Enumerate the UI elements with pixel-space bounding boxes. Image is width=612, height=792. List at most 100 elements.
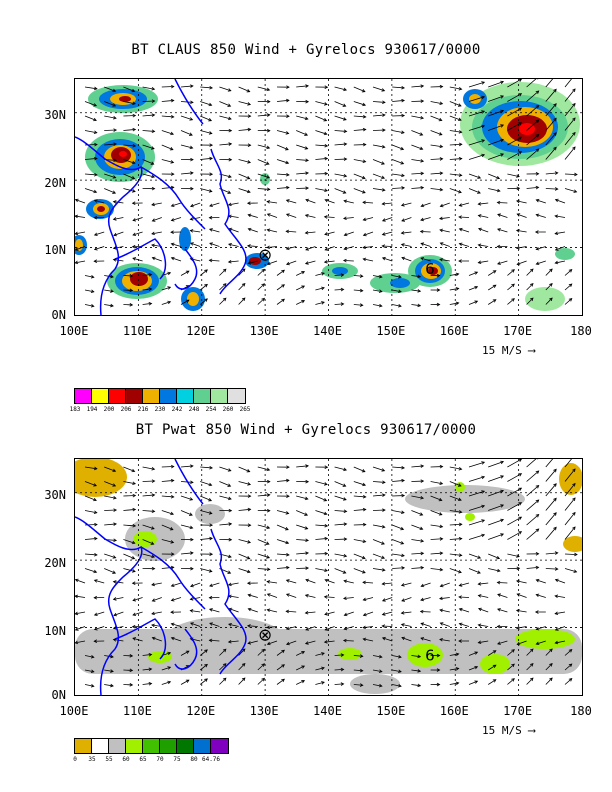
wind-arrow-head xyxy=(362,200,366,205)
wind-arrow-head xyxy=(189,117,194,121)
wind-arrow-head xyxy=(419,526,424,531)
wind-arrow xyxy=(219,648,227,656)
wind-arrow xyxy=(152,597,162,602)
wind-arrow-head xyxy=(417,654,422,659)
wind-arrow-head xyxy=(497,641,501,645)
wind-arrow xyxy=(315,272,325,276)
wind-arrow xyxy=(334,553,347,557)
wind-arrow-head xyxy=(281,678,285,683)
wind-arrow xyxy=(152,217,162,222)
wind-arrow xyxy=(151,231,162,235)
wind-arrow xyxy=(430,552,443,555)
wind-arrow-head xyxy=(94,142,98,147)
wind-arrow-head xyxy=(361,555,366,560)
wind-arrow xyxy=(468,125,485,131)
wind-arrow xyxy=(315,568,328,572)
wind-arrow-head xyxy=(535,513,540,518)
wind-arrow-head xyxy=(500,124,505,128)
wind-arrow-head xyxy=(400,231,405,235)
wind-arrow xyxy=(372,466,385,472)
wind-arrow xyxy=(545,498,557,511)
colorbar-swatch xyxy=(177,389,194,403)
wind-arrow xyxy=(238,677,246,685)
wind-arrow xyxy=(507,553,520,557)
wind-arrow-head xyxy=(151,218,156,222)
wind-arrow xyxy=(555,246,566,251)
wind-arrow-head xyxy=(209,536,213,541)
wind-arrow xyxy=(507,473,522,482)
wind-arrow xyxy=(257,269,265,276)
wind-arrow xyxy=(315,144,328,147)
wind-arrow-head xyxy=(129,274,134,278)
wind-arrow xyxy=(180,130,193,136)
wind-arrow-head xyxy=(458,536,463,541)
wind-arrow xyxy=(372,304,382,307)
wind-arrow xyxy=(420,257,431,262)
wind-arrow xyxy=(440,622,450,627)
wind-arrow xyxy=(315,301,325,305)
wind-arrow-head xyxy=(381,555,386,560)
wind-arrow xyxy=(507,79,522,88)
wind-arrow xyxy=(84,655,94,658)
wind-arrow xyxy=(507,459,522,468)
wind-arrow-head xyxy=(481,490,486,494)
wind-arrow-head xyxy=(285,609,290,614)
wind-arrow xyxy=(488,81,504,88)
wind-arrow xyxy=(219,523,232,526)
wind-arrow-head xyxy=(112,88,117,93)
wind-arrow-head xyxy=(381,88,386,92)
gyre-markers: ⊗6 xyxy=(258,625,435,664)
wind-arrow-head xyxy=(518,473,523,477)
wind-arrow xyxy=(564,88,576,102)
wind-arrow-head xyxy=(458,130,463,134)
wind-arrow-head xyxy=(93,483,98,487)
wind-arrow xyxy=(248,260,258,264)
wind-arrow-head xyxy=(535,213,540,218)
wind-arrow xyxy=(545,677,553,685)
wind-arrow-head xyxy=(170,172,175,176)
wind-arrow-head xyxy=(362,114,367,119)
wind-arrow xyxy=(171,202,182,207)
wind-arrow xyxy=(392,304,402,307)
wind-arrow-head xyxy=(170,598,175,602)
wind-arrow-head xyxy=(553,526,557,531)
wind-arrow xyxy=(421,582,431,587)
wind-arrow xyxy=(334,173,347,177)
wind-arrow-head xyxy=(323,260,328,264)
wind-arrow-head xyxy=(266,479,271,484)
wind-arrow xyxy=(267,609,278,613)
wind-arrow xyxy=(545,648,553,656)
graticule xyxy=(75,459,582,695)
wind-arrow xyxy=(104,684,114,687)
wind-arrow xyxy=(142,539,154,545)
wind-arrow-head xyxy=(381,541,385,545)
wind-arrow-head xyxy=(93,117,97,122)
wind-arrow-head xyxy=(281,269,285,274)
wind-arrow xyxy=(200,86,213,89)
wind-arrow-head xyxy=(381,468,386,472)
wind-arrow-head xyxy=(534,230,539,234)
wind-arrow-head xyxy=(343,537,348,541)
wind-arrow-head xyxy=(439,257,443,262)
wind-arrow-head xyxy=(439,84,444,89)
wind-arrow xyxy=(238,539,251,543)
wind-arrow-head xyxy=(420,217,424,222)
wind-arrow-head xyxy=(457,103,462,107)
wind-arrow-head xyxy=(359,654,364,658)
wind-arrow-head xyxy=(228,174,232,179)
wind-arrow-head xyxy=(247,494,252,498)
colorbar-swatch xyxy=(126,739,143,753)
wind-arrow xyxy=(478,595,489,598)
wind-arrow-head xyxy=(301,665,306,669)
wind-arrow-head xyxy=(362,580,366,585)
wind-arrow-head xyxy=(535,246,540,251)
wind-arrow-head xyxy=(362,217,367,222)
wind-arrow-head xyxy=(340,287,345,292)
wind-arrow xyxy=(449,143,462,146)
wind-arrow xyxy=(286,213,297,218)
wind-arrow xyxy=(132,637,143,642)
wind-arrow-head xyxy=(401,256,406,261)
wind-arrow xyxy=(353,188,366,194)
wind-arrow xyxy=(507,298,515,305)
wind-arrow xyxy=(449,158,462,160)
